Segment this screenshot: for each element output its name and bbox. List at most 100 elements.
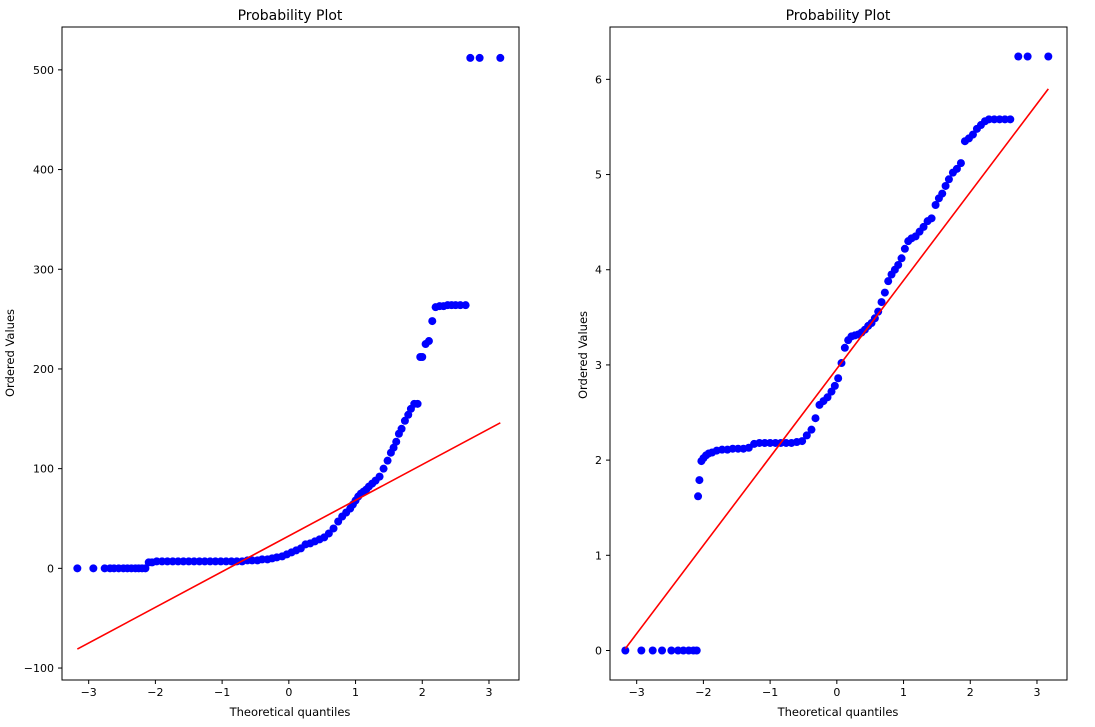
right-data-point: [658, 646, 667, 655]
right-x-axis-label: Theoretical quantiles: [777, 705, 899, 719]
left-data-point: [324, 529, 333, 538]
left-data-point: [424, 337, 433, 346]
right-data-point: [894, 260, 903, 269]
left-data-point: [379, 464, 388, 473]
left-data-point: [400, 416, 409, 425]
right-data-marks: [621, 52, 1053, 655]
left-data-point: [392, 437, 401, 446]
right-data-point: [823, 393, 832, 402]
right-data-point: [830, 381, 839, 390]
left-y-tick-label: 100: [33, 463, 54, 476]
right-data-point: [802, 431, 811, 440]
right-data-point: [811, 414, 820, 423]
left-x-tick-label: 3: [485, 686, 492, 699]
right-x-tick-label: −1: [762, 686, 778, 699]
right-data-point: [880, 288, 889, 297]
right-x-tick-label: 2: [967, 686, 974, 699]
left-data-point: [461, 301, 470, 310]
left-data-point: [397, 424, 406, 433]
right-y-tick-label: 6: [595, 73, 602, 86]
right-data-point: [621, 646, 630, 655]
left-data-point: [389, 443, 398, 452]
right-data-point: [692, 646, 701, 655]
left-plot-title: Probability Plot: [238, 8, 343, 24]
left-data-marks: [73, 53, 505, 650]
right-data-point: [938, 189, 947, 198]
right-y-tick-label: 0: [595, 644, 602, 657]
right-data-point: [807, 425, 816, 434]
left-data-point: [428, 317, 437, 326]
left-data-point: [466, 53, 475, 62]
left-y-tick-label: 400: [33, 164, 54, 177]
right-y-tick-label: 1: [595, 549, 602, 562]
left-x-tick-label: −1: [214, 686, 230, 699]
left-x-axis-label: Theoretical quantiles: [229, 705, 351, 719]
right-y-tick-label: 5: [595, 169, 602, 182]
left-x-tick-label: −3: [81, 686, 97, 699]
left-y-tick-label: 300: [33, 263, 54, 276]
left-data-point: [89, 564, 98, 573]
right-x-tick-label: 0: [833, 686, 840, 699]
right-data-point: [1023, 52, 1032, 61]
right-y-tick-label: 2: [595, 454, 602, 467]
right-x-tick-label: 3: [1033, 686, 1040, 699]
left-data-point: [383, 456, 392, 465]
right-data-point: [695, 476, 704, 485]
left-plot-frame: [61, 26, 520, 681]
right-x-ticks: −3 −2 −1 0 1 2 3: [629, 680, 1040, 699]
left-x-tick-label: 2: [419, 686, 426, 699]
right-data-point: [884, 277, 893, 286]
right-data-point: [877, 298, 886, 307]
left-data-point: [141, 564, 150, 573]
right-data-point: [941, 181, 950, 190]
right-y-ticks: 0 1 2 3 4 5 6: [595, 73, 610, 657]
right-data-point: [919, 222, 928, 231]
left-data-point: [329, 524, 338, 533]
right-data-point: [952, 164, 961, 173]
left-x-ticks: −3 −2 −1 0 1 2 3: [81, 680, 492, 699]
right-probability-plot: Probability Plot Theoretical quantiles O…: [576, 8, 1068, 719]
right-plot-frame: [609, 26, 1068, 681]
right-data-point: [1014, 52, 1023, 61]
right-data-point: [897, 254, 906, 263]
right-y-tick-label: 3: [595, 359, 602, 372]
right-y-tick-label: 4: [595, 264, 602, 277]
left-data-point: [413, 399, 422, 408]
right-data-point: [798, 437, 807, 446]
left-data-point: [418, 352, 427, 361]
right-data-point: [840, 343, 849, 352]
left-y-tick-label: −100: [24, 662, 54, 675]
left-x-tick-label: 0: [285, 686, 292, 699]
right-x-tick-label: −3: [629, 686, 645, 699]
right-data-point: [667, 646, 676, 655]
right-y-axis-label: Ordered Values: [576, 311, 590, 399]
left-x-tick-label: 1: [352, 686, 359, 699]
right-data-point: [927, 214, 936, 223]
right-data-point: [1006, 115, 1015, 124]
left-data-point: [496, 53, 505, 62]
right-x-tick-label: −2: [695, 686, 711, 699]
right-data-point: [900, 244, 909, 253]
left-fit-line: [76, 422, 501, 650]
left-data-point: [375, 472, 384, 481]
right-fit-line: [624, 88, 1049, 650]
left-data-point: [475, 53, 484, 62]
right-data-point: [931, 201, 940, 210]
left-probability-plot: Probability Plot Theoretical quantiles O…: [3, 8, 520, 719]
right-plot-title: Probability Plot: [786, 8, 891, 24]
left-y-tick-label: 500: [33, 64, 54, 77]
right-x-tick-label: 1: [900, 686, 907, 699]
left-data-point: [73, 564, 82, 573]
left-y-ticks: −100 0 100 200 300 400 500: [24, 64, 62, 675]
left-y-tick-label: 0: [47, 562, 54, 575]
right-data-point: [874, 307, 883, 316]
right-data-point: [834, 374, 843, 383]
right-data-point: [956, 159, 965, 168]
right-data-point: [648, 646, 657, 655]
right-data-point: [1044, 52, 1053, 61]
right-data-point: [944, 175, 953, 184]
left-x-tick-label: −2: [147, 686, 163, 699]
left-y-tick-label: 200: [33, 363, 54, 376]
